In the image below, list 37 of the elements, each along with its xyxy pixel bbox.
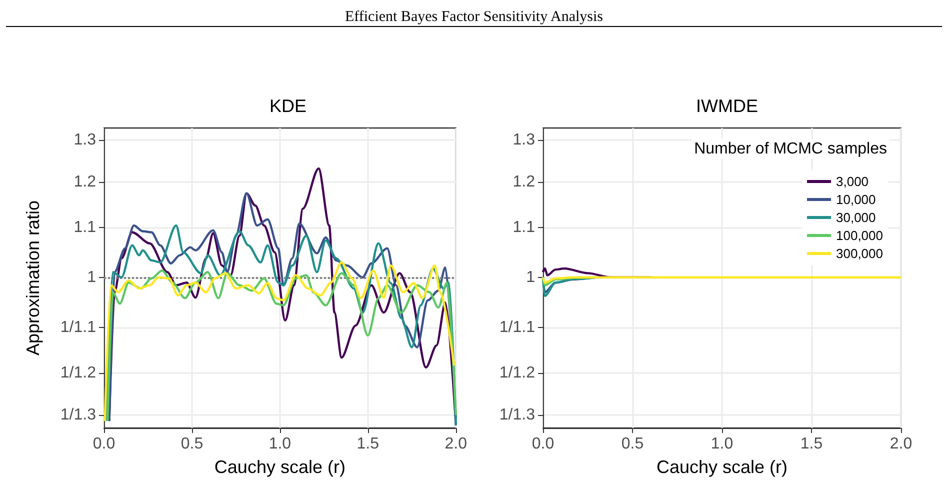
y-tick-label: 1 [526, 268, 536, 286]
y-tick-label: 1/1.1 [499, 318, 536, 336]
legend-label: 30,000 [836, 210, 876, 225]
legend-title: Number of MCMC samples [694, 140, 888, 158]
x-tick-label: 2.0 [444, 436, 468, 452]
x-tick-label: 0.5 [621, 436, 644, 452]
line-series [104, 224, 457, 426]
legend-label: 300,000 [836, 246, 884, 261]
chart-title: IWMDE [696, 96, 758, 116]
x-axis-title: Cauchy scale (r) [656, 457, 788, 477]
y-tick-label: 1 [87, 268, 96, 286]
chart-title: KDE [269, 96, 307, 116]
y-tick-label: 1.2 [74, 173, 96, 190]
text: Efficient Bayes Factor Sensitivity Analysis [344, 8, 604, 26]
x-tick-label: 1.5 [356, 436, 380, 452]
x-tick-label: 0.5 [180, 436, 204, 452]
legend-label: 100,000 [836, 228, 884, 243]
legend-label: 3,000 [836, 174, 869, 189]
y-tick-label: 1.3 [74, 131, 96, 148]
y-tick-label: 1/1.1 [60, 318, 96, 336]
y-tick-label: 1.2 [512, 173, 536, 190]
x-tick-label: 0.0 [92, 436, 116, 452]
x-tick-label: 0.0 [532, 436, 554, 452]
x-tick-label: 2.0 [890, 436, 912, 452]
y-tick-label: 1/1.2 [499, 364, 536, 382]
y-tick-label: 1.1 [74, 218, 96, 236]
x-tick-label: 1.5 [800, 436, 823, 452]
y-tick-label: 1/1.2 [60, 364, 96, 382]
legend-label: 10,000 [836, 192, 876, 207]
x-axis-title: Cauchy scale (r) [214, 457, 346, 477]
y-tick-label: 1/1.3 [60, 406, 96, 424]
y-axis-title: Approximation ratio [23, 200, 43, 356]
x-tick-label: 1.0 [710, 436, 734, 452]
y-tick-label: 1/1.3 [499, 406, 536, 424]
y-tick-label: 1.1 [512, 218, 536, 236]
y-tick-label: 1.3 [512, 131, 536, 148]
x-tick-label: 1.0 [268, 436, 292, 452]
